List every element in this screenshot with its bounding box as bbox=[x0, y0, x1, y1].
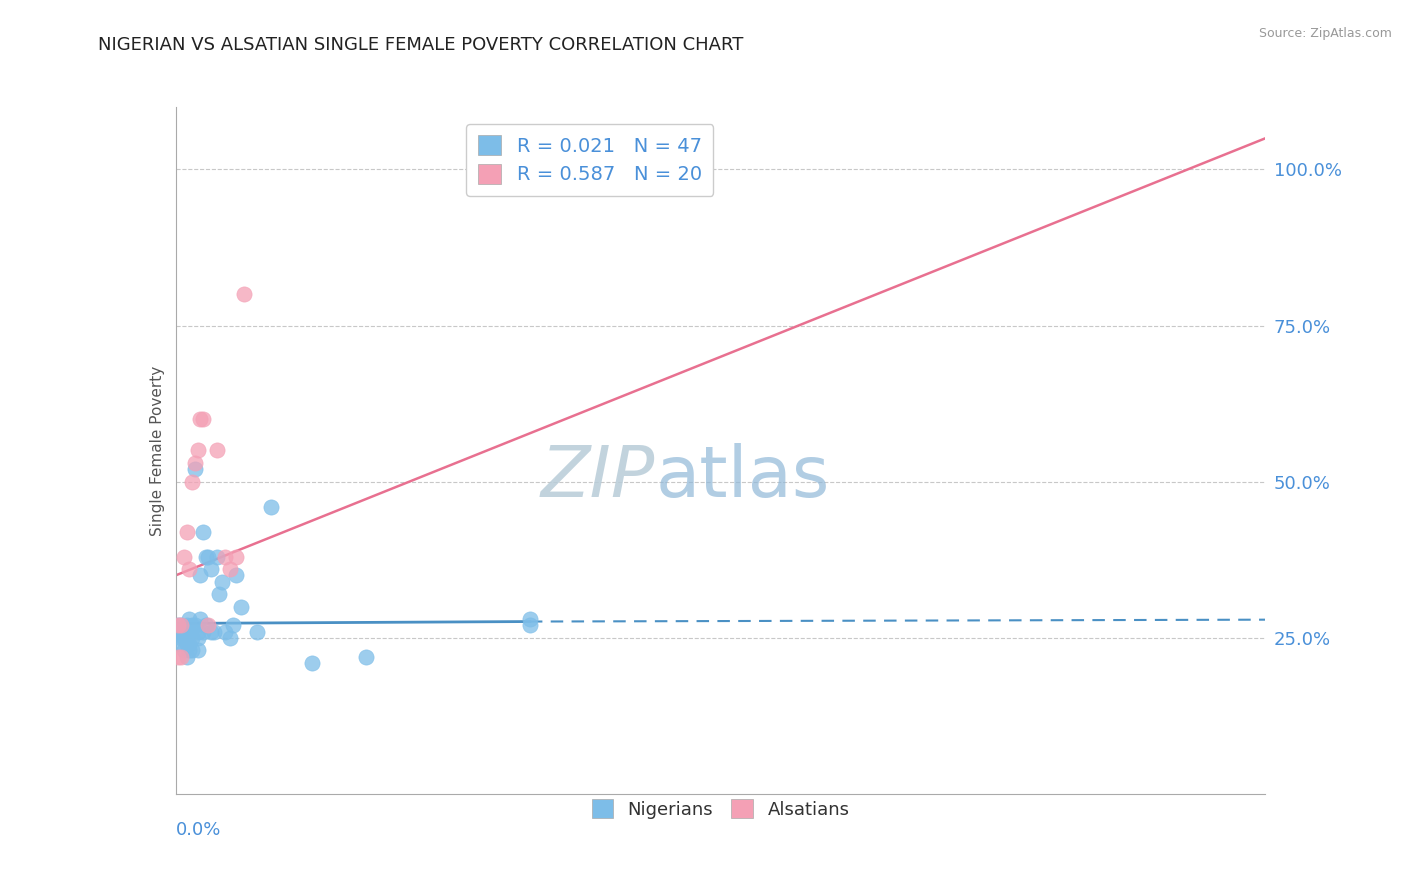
Point bbox=[202, 624, 225, 639]
Point bbox=[184, 456, 207, 470]
Point bbox=[186, 624, 209, 639]
Point bbox=[197, 618, 219, 632]
Point bbox=[186, 643, 209, 657]
Point bbox=[191, 624, 214, 639]
Point bbox=[260, 500, 283, 514]
Point bbox=[181, 475, 204, 489]
Point bbox=[214, 624, 236, 639]
Point bbox=[356, 649, 378, 664]
Point bbox=[194, 549, 217, 564]
Point bbox=[181, 631, 204, 645]
Point bbox=[167, 618, 190, 632]
Point bbox=[519, 618, 541, 632]
Point bbox=[200, 562, 222, 576]
Point bbox=[214, 549, 236, 564]
Point bbox=[519, 156, 541, 170]
Point bbox=[173, 643, 195, 657]
Point bbox=[170, 618, 193, 632]
Point bbox=[188, 612, 211, 626]
Point bbox=[170, 649, 193, 664]
Point bbox=[232, 287, 254, 301]
Point bbox=[246, 624, 269, 639]
Point bbox=[191, 524, 214, 539]
Text: ZIP: ZIP bbox=[541, 443, 655, 512]
Point bbox=[191, 412, 214, 426]
Point bbox=[179, 643, 201, 657]
Point bbox=[519, 612, 541, 626]
Point bbox=[170, 631, 193, 645]
Point bbox=[478, 181, 501, 195]
Point bbox=[184, 618, 207, 632]
Point bbox=[184, 462, 207, 476]
Point bbox=[181, 618, 204, 632]
Point bbox=[200, 624, 222, 639]
Point bbox=[194, 618, 217, 632]
Point bbox=[186, 443, 209, 458]
Point bbox=[219, 562, 242, 576]
Point bbox=[211, 574, 233, 589]
Point bbox=[188, 412, 211, 426]
Point bbox=[170, 637, 193, 651]
Point bbox=[170, 618, 193, 632]
Point bbox=[301, 656, 323, 670]
Point bbox=[208, 587, 231, 601]
Point bbox=[179, 637, 201, 651]
Point bbox=[176, 618, 198, 632]
Point bbox=[167, 649, 190, 664]
Point bbox=[181, 643, 204, 657]
Point bbox=[173, 631, 195, 645]
Text: Source: ZipAtlas.com: Source: ZipAtlas.com bbox=[1258, 27, 1392, 40]
Point bbox=[205, 443, 228, 458]
Y-axis label: Single Female Poverty: Single Female Poverty bbox=[149, 366, 165, 535]
Point bbox=[176, 637, 198, 651]
Point bbox=[179, 612, 201, 626]
Point bbox=[167, 618, 190, 632]
Point bbox=[173, 549, 195, 564]
Point bbox=[231, 599, 253, 614]
Point bbox=[186, 631, 209, 645]
Point bbox=[179, 562, 201, 576]
Point bbox=[179, 624, 201, 639]
Text: 0.0%: 0.0% bbox=[176, 822, 221, 839]
Point bbox=[222, 618, 245, 632]
Point bbox=[225, 568, 247, 582]
Point bbox=[173, 624, 195, 639]
Point bbox=[205, 549, 228, 564]
Point bbox=[197, 549, 219, 564]
Legend: Nigerians, Alsatians: Nigerians, Alsatians bbox=[585, 792, 856, 826]
Text: atlas: atlas bbox=[655, 443, 830, 512]
Point bbox=[176, 524, 198, 539]
Point bbox=[188, 568, 211, 582]
Point bbox=[225, 549, 247, 564]
Point bbox=[219, 631, 242, 645]
Point bbox=[167, 624, 190, 639]
Text: NIGERIAN VS ALSATIAN SINGLE FEMALE POVERTY CORRELATION CHART: NIGERIAN VS ALSATIAN SINGLE FEMALE POVER… bbox=[98, 36, 744, 54]
Point bbox=[176, 649, 198, 664]
